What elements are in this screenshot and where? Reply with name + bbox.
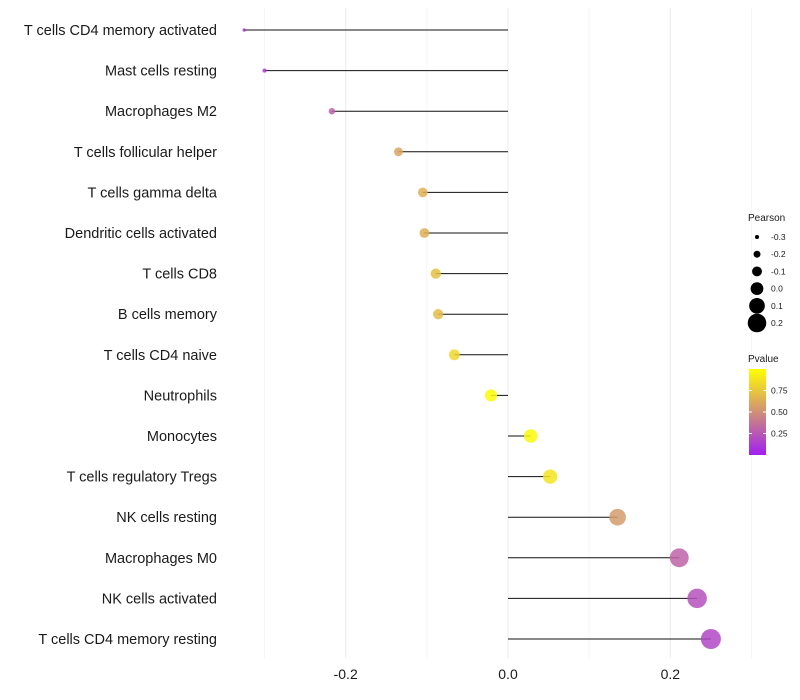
- y-axis-label: T cells CD4 memory resting: [38, 632, 217, 648]
- color-legend-title: Pvalue: [748, 354, 779, 365]
- pearson-size-legend: Pearson -0.3 -0.2 -0.1 0.0 0.1 0.2: [747, 213, 786, 333]
- y-axis-label: Mast cells resting: [105, 64, 217, 80]
- color-legend-label: 0.75: [771, 386, 788, 396]
- y-axis-label: Macrophages M0: [105, 551, 217, 567]
- lollipop-stems: [244, 29, 711, 640]
- y-axis-label: Dendritic cells activated: [65, 226, 217, 242]
- y-axis-label: Macrophages M2: [105, 104, 217, 120]
- y-axis-label: NK cells resting: [116, 510, 217, 526]
- color-legend-label: 0.25: [771, 429, 788, 439]
- lollipop-point: [417, 187, 428, 198]
- lollipop-point: [609, 508, 626, 526]
- size-legend-label: 0.0: [771, 284, 783, 294]
- lollipop-point: [687, 588, 707, 609]
- size-legend-title: Pearson: [748, 213, 785, 224]
- y-axis-label: T cells regulatory Tregs: [67, 470, 217, 486]
- size-legend-label: 0.1: [771, 301, 783, 311]
- color-legend-label: 0.50: [771, 407, 788, 417]
- y-axis-labels: T cells CD4 memory activated Mast cells r…: [24, 23, 218, 648]
- size-legend-label: -0.3: [771, 232, 786, 242]
- y-axis-label: B cells memory: [118, 307, 218, 323]
- x-tick-label: 0.0: [498, 666, 518, 682]
- y-axis-label: T cells gamma delta: [88, 185, 218, 201]
- y-axis-label: Monocytes: [147, 429, 217, 445]
- y-axis-label: Neutrophils: [144, 388, 217, 404]
- size-legend-label: 0.2: [771, 318, 783, 328]
- y-axis-label: NK cells activated: [102, 591, 217, 607]
- lollipop-point: [543, 469, 558, 484]
- size-legend-label: -0.1: [771, 266, 786, 276]
- lollipop-point: [242, 28, 246, 32]
- size-legend-key: [754, 234, 760, 240]
- lollipop-point: [700, 628, 721, 650]
- lollipop-point: [328, 107, 336, 115]
- x-tick-label: -0.2: [334, 666, 358, 682]
- size-legend-key: [752, 266, 762, 277]
- y-axis-label: T cells CD4 memory activated: [24, 23, 217, 39]
- lollipop-point: [449, 349, 460, 361]
- size-legend-key: [749, 297, 765, 314]
- size-legend-key: [747, 313, 767, 333]
- lollipop-point: [394, 147, 403, 157]
- lollipop-point: [433, 309, 444, 320]
- y-axis-label: T cells follicular helper: [74, 145, 217, 161]
- lollipop-point: [523, 429, 538, 443]
- lollipop-point: [262, 68, 267, 73]
- pvalue-colorbar: [749, 369, 766, 455]
- pvalue-color-legend: Pvalue 0.75 0.50 0.25: [748, 354, 788, 455]
- y-axis-label: T cells CD4 naive: [104, 348, 217, 364]
- lollipop-point: [484, 389, 498, 402]
- lollipop-point: [419, 228, 430, 238]
- size-legend-key: [753, 250, 761, 258]
- y-axis-label: T cells CD8: [142, 267, 217, 283]
- size-legend-label: -0.2: [771, 249, 786, 259]
- x-axis-tick-labels: -0.2 0.0 0.2: [334, 666, 681, 682]
- gridlines: [264, 8, 752, 658]
- lollipop-points: [242, 28, 721, 650]
- lollipop-point: [430, 268, 441, 279]
- size-legend-key: [750, 282, 764, 295]
- x-tick-label: 0.2: [661, 666, 681, 682]
- lollipop-point: [669, 548, 689, 568]
